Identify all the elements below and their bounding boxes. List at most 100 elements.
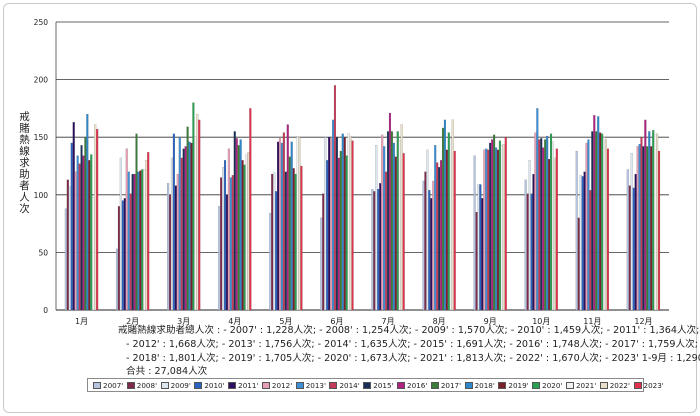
bar (642, 146, 645, 311)
bar (121, 200, 124, 311)
bar (658, 150, 661, 311)
bar (64, 208, 67, 311)
legend-item: 2010' (194, 380, 225, 390)
x-tick-label: 12月 (634, 317, 652, 326)
bar (298, 137, 301, 311)
legend-item: 2019' (498, 381, 529, 390)
bar (94, 124, 97, 311)
bar (273, 172, 276, 311)
bar (591, 131, 594, 311)
bar (115, 248, 119, 311)
bar (583, 171, 586, 311)
bar (278, 138, 282, 311)
bar (345, 155, 348, 311)
bar (288, 156, 291, 311)
bar (172, 133, 175, 311)
bar (432, 180, 435, 311)
bar (636, 146, 639, 311)
legend-swatch (93, 381, 101, 389)
bar (96, 129, 99, 311)
x-tick-label: 10月 (532, 317, 550, 326)
bar (141, 169, 144, 311)
bar (188, 141, 191, 311)
bar (218, 206, 221, 311)
bar (322, 193, 325, 311)
bar (438, 167, 441, 311)
bar (540, 138, 543, 311)
bar (133, 173, 136, 311)
legend-swatch (599, 381, 608, 389)
bar (282, 132, 285, 311)
bar (400, 124, 403, 311)
bar (129, 193, 132, 311)
bar (628, 185, 631, 311)
bar (502, 144, 505, 311)
bar (390, 131, 393, 311)
legend-item: 2014' (329, 381, 360, 390)
bar (88, 160, 91, 311)
legend-label: 2021' (575, 380, 597, 390)
y-axis-title: 戒賭熱線求助者人次 (18, 111, 30, 215)
bar (190, 142, 193, 311)
bar (117, 206, 120, 311)
bar (379, 183, 382, 311)
bar (587, 139, 590, 311)
bar (328, 137, 331, 311)
bar (192, 102, 195, 311)
bar (147, 152, 150, 311)
bar (351, 140, 354, 311)
bar (496, 149, 500, 311)
bar (119, 157, 122, 311)
bar (443, 119, 446, 311)
legend-swatch (464, 381, 473, 389)
bar (430, 198, 433, 311)
legend-swatch (228, 381, 237, 389)
legend-swatch (565, 381, 574, 389)
chart-legend: 2007' 2008' 2009' 2010' 2011' 2012' 2013' 2014'… (87, 378, 664, 392)
bar (396, 131, 399, 311)
bar (178, 137, 181, 311)
legend-item: 2016' (397, 381, 427, 390)
bar (223, 160, 227, 311)
bar (180, 157, 183, 311)
bar (440, 160, 443, 311)
bar (127, 171, 130, 311)
bar (549, 133, 553, 311)
bar (290, 141, 293, 311)
bar (632, 187, 635, 311)
bar (426, 149, 429, 311)
bar (241, 160, 244, 311)
bar (445, 149, 448, 311)
bar (548, 159, 551, 311)
bar (441, 127, 445, 311)
bar (196, 114, 199, 311)
bar (601, 133, 604, 311)
bar (498, 140, 501, 311)
bar (599, 132, 602, 311)
legend-item: 2012' (261, 381, 292, 390)
legend-item: 2020' (532, 381, 562, 390)
legend-swatch (160, 381, 169, 389)
legend-swatch (261, 381, 270, 389)
bar (546, 135, 549, 311)
bar (227, 148, 230, 311)
bar (504, 137, 507, 311)
bar (377, 188, 380, 311)
bar (538, 139, 541, 311)
x-tick-label: 9月 (484, 317, 497, 326)
legend-label: 2010' (204, 380, 225, 390)
bar (479, 184, 482, 311)
bar (383, 146, 386, 311)
y-tick-label: 50 (38, 248, 48, 257)
bar (593, 115, 596, 311)
bar (422, 180, 425, 311)
bar (526, 193, 529, 311)
bar (139, 170, 142, 311)
bar (436, 162, 439, 311)
bar (271, 173, 274, 311)
legend-item: 2022' (599, 381, 630, 390)
bar (388, 112, 391, 311)
bar (644, 119, 647, 311)
bar (604, 139, 608, 311)
legend-item: 2021' (565, 380, 597, 390)
